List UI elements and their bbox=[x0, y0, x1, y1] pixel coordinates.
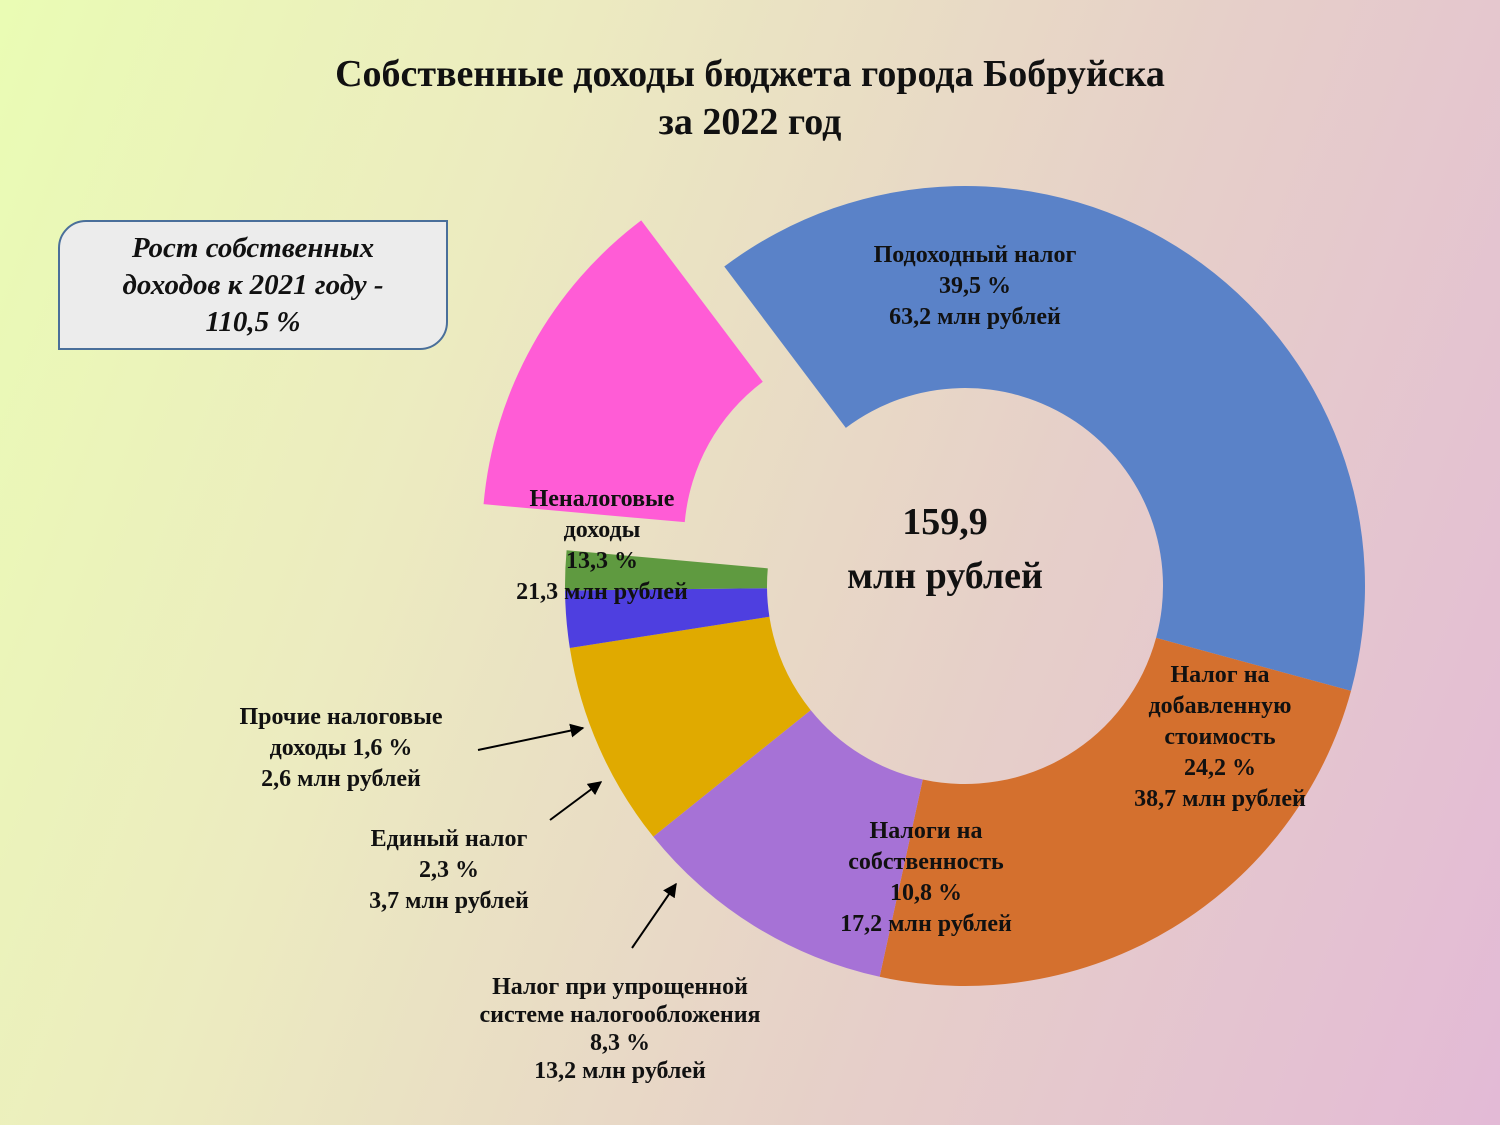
label-vat-pct: 24,2 % bbox=[1183, 755, 1256, 781]
center-total-unit: млн рублей bbox=[847, 555, 1043, 597]
label-non-tax-name-1: Неналоговые bbox=[529, 486, 675, 512]
label-single-tax-pct: 2,3 % bbox=[418, 857, 479, 883]
slice-vat bbox=[879, 637, 1352, 986]
label-property-taxes-pct: 10,8 % bbox=[889, 880, 962, 906]
label-vat-name-3: стоимость bbox=[1164, 724, 1276, 750]
label-income-tax-pct: 39,5 % bbox=[938, 273, 1011, 299]
label-single-tax-name: Единый налог bbox=[370, 826, 528, 852]
label-income-tax: Подоходный налог 39,5 % 63,2 млн рублей bbox=[874, 240, 1077, 333]
slice-non-tax bbox=[483, 220, 763, 523]
label-simplified-tax-name-2: системе налогообложения bbox=[479, 1002, 761, 1028]
label-other-tax: Прочие налоговые доходы 1,6 % 2,6 млн ру… bbox=[240, 702, 443, 795]
label-single-tax: Единый налог 2,3 % 3,7 млн рублей bbox=[369, 824, 529, 917]
label-leader-lines bbox=[477, 723, 677, 949]
label-other-tax-name-2: доходы 1,6 % bbox=[269, 735, 413, 761]
label-non-tax-pct: 13,3 % bbox=[565, 548, 638, 574]
slice-other-tax bbox=[565, 550, 768, 591]
label-simplified-tax: Налог при упрощенной системе налогооблож… bbox=[479, 973, 760, 1085]
slice-income-tax bbox=[724, 185, 1365, 691]
label-simplified-tax-pct: 8,3 % bbox=[590, 1030, 650, 1056]
label-non-tax-amount: 21,3 млн рублей bbox=[516, 579, 688, 605]
label-property-taxes-name-2: собственность bbox=[848, 849, 1004, 875]
label-other-tax-name-1: Прочие налоговые bbox=[239, 704, 443, 730]
label-income-tax-name: Подоходный налог bbox=[873, 242, 1077, 268]
label-vat: Налог на добавленную стоимость 24,2 % 38… bbox=[1134, 660, 1306, 815]
center-total-value: 159,9 bbox=[902, 501, 988, 543]
growth-note-box: Рост собственных доходов к 2021 году - 1… bbox=[58, 220, 448, 350]
growth-note-text: Рост собственных доходов к 2021 году - 1… bbox=[122, 231, 384, 338]
label-simplified-tax-name-1: Налог при упрощенной bbox=[492, 974, 748, 1000]
label-non-tax-name-2: доходы bbox=[563, 517, 641, 543]
slice-single-tax bbox=[565, 588, 770, 649]
label-vat-name-1: Налог на bbox=[1170, 662, 1270, 688]
label-other-tax-amount: 2,6 млн рублей bbox=[261, 766, 421, 792]
label-property-taxes-name-1: Налоги на bbox=[869, 818, 983, 844]
donut-slices bbox=[483, 185, 1365, 986]
label-non-tax: Неналоговые доходы 13,3 % 21,3 млн рубле… bbox=[516, 484, 688, 608]
slice-property-taxes bbox=[653, 710, 923, 977]
label-simplified-tax-amount: 13,2 млн рублей bbox=[534, 1058, 706, 1084]
slice-simplified-tax bbox=[569, 616, 811, 837]
label-property-taxes: Налоги на собственность 10,8 % 17,2 млн … bbox=[840, 816, 1012, 940]
label-vat-name-2: добавленную bbox=[1148, 693, 1292, 719]
center-total: 159,9 млн рублей bbox=[847, 495, 1043, 603]
leader-simplified-tax bbox=[631, 882, 677, 949]
chart-title: Собственные доходы бюджета города Бобруй… bbox=[0, 50, 1500, 146]
label-property-taxes-amount: 17,2 млн рублей bbox=[840, 911, 1012, 937]
chart-title-line-2: за 2022 год bbox=[658, 101, 842, 143]
label-income-tax-amount: 63,2 млн рублей bbox=[889, 304, 1061, 330]
leader-other-tax bbox=[477, 723, 585, 751]
leader-single-tax bbox=[549, 781, 603, 821]
label-vat-amount: 38,7 млн рублей bbox=[1134, 786, 1306, 812]
chart-title-line-1: Собственные доходы бюджета города Бобруй… bbox=[335, 53, 1165, 95]
label-single-tax-amount: 3,7 млн рублей bbox=[369, 888, 529, 914]
